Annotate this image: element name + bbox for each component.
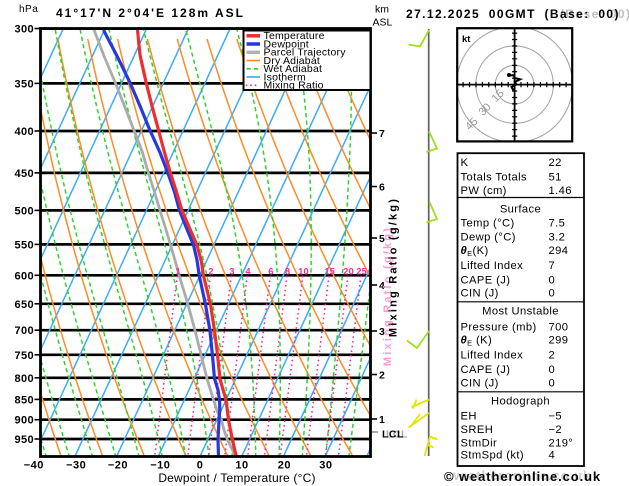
svg-text:Mixing Ratio (g/kg): Mixing Ratio (g/kg) bbox=[388, 197, 400, 337]
svg-text:7.5: 7.5 bbox=[549, 218, 566, 230]
svg-text:Hodograph: Hodograph bbox=[491, 396, 550, 408]
svg-text:Wet Adiabat: Wet Adiabat bbox=[264, 63, 323, 75]
svg-text:0: 0 bbox=[549, 274, 556, 286]
svg-text:Lifted Index: Lifted Index bbox=[461, 260, 524, 272]
svg-text:20: 20 bbox=[343, 266, 354, 276]
svg-text:Lifted Index: Lifted Index bbox=[461, 349, 524, 361]
svg-text:K: K bbox=[461, 157, 469, 169]
svg-text:CIN (J): CIN (J) bbox=[461, 378, 499, 390]
svg-text:−40: −40 bbox=[24, 460, 44, 472]
svg-text:219°: 219° bbox=[549, 437, 574, 449]
svg-text:2: 2 bbox=[379, 370, 385, 382]
svg-text:EH: EH bbox=[461, 410, 477, 422]
svg-text:Dewpoint: Dewpoint bbox=[264, 38, 309, 50]
svg-text:Mixing Ratio (g/kg): Mixing Ratio (g/kg) bbox=[382, 226, 394, 366]
svg-text:Dewp (°C): Dewp (°C) bbox=[461, 232, 516, 244]
svg-text:25: 25 bbox=[356, 266, 367, 276]
svg-text:750: 750 bbox=[14, 350, 34, 362]
svg-text:5: 5 bbox=[379, 233, 385, 245]
svg-text:kt: kt bbox=[462, 34, 471, 45]
svg-text:900: 900 bbox=[14, 415, 34, 427]
svg-text:Surface: Surface bbox=[500, 204, 541, 216]
svg-text:650: 650 bbox=[14, 299, 34, 311]
svg-text:3.2: 3.2 bbox=[549, 232, 566, 244]
svg-text:Temperature: Temperature bbox=[264, 30, 325, 42]
svg-text:LCL: LCL bbox=[382, 429, 404, 441]
svg-text:4: 4 bbox=[549, 449, 556, 461]
svg-text:Dry Adiabat: Dry Adiabat bbox=[264, 55, 320, 67]
svg-text:0: 0 bbox=[197, 460, 204, 472]
svg-text:Mixing Ratio: Mixing Ratio bbox=[264, 80, 324, 92]
svg-text:1.46: 1.46 bbox=[549, 185, 572, 197]
svg-text:3: 3 bbox=[379, 326, 385, 338]
svg-text:Isotherm: Isotherm bbox=[264, 72, 306, 84]
svg-text:51: 51 bbox=[549, 171, 562, 183]
svg-text:(Base: 00): (Base: 00) bbox=[560, 7, 629, 21]
svg-text:PW (cm): PW (cm) bbox=[461, 185, 507, 197]
svg-text:300: 300 bbox=[14, 24, 34, 36]
svg-text:Parcel Trajectory: Parcel Trajectory bbox=[264, 47, 347, 59]
svg-text:550: 550 bbox=[14, 239, 34, 251]
svg-text:ASL: ASL bbox=[373, 17, 393, 29]
svg-text:SREH: SREH bbox=[461, 424, 494, 436]
svg-text:6: 6 bbox=[268, 266, 273, 276]
svg-text:© weatheronline.co.uk: © weatheronline.co.uk bbox=[444, 469, 601, 484]
svg-text:hPa: hPa bbox=[19, 4, 38, 15]
svg-text:7: 7 bbox=[379, 128, 385, 140]
svg-text:400: 400 bbox=[14, 126, 34, 138]
svg-text:2: 2 bbox=[208, 266, 213, 276]
svg-text:350: 350 bbox=[14, 78, 34, 90]
svg-text:0: 0 bbox=[549, 378, 556, 390]
svg-text:LCL: LCL bbox=[386, 429, 408, 441]
svg-text:0: 0 bbox=[549, 288, 556, 300]
svg-text:0: 0 bbox=[549, 364, 556, 376]
svg-text:850: 850 bbox=[14, 394, 34, 406]
svg-text:800: 800 bbox=[14, 373, 34, 385]
svg-text:StmDir: StmDir bbox=[461, 437, 498, 449]
svg-text:Temp (°C): Temp (°C) bbox=[461, 218, 515, 230]
svg-text:θE (K): θE (K) bbox=[461, 335, 493, 348]
svg-text:CAPE (J): CAPE (J) bbox=[461, 274, 511, 286]
svg-text:−30: −30 bbox=[66, 460, 86, 472]
svg-text:41°17'N 2°04'E 128m ASL: 41°17'N 2°04'E 128m ASL bbox=[56, 6, 245, 20]
svg-text:700: 700 bbox=[14, 325, 34, 337]
svg-text:4: 4 bbox=[379, 280, 385, 292]
svg-text:450: 450 bbox=[14, 168, 34, 180]
svg-text:Pressure (mb): Pressure (mb) bbox=[461, 322, 537, 334]
svg-text:−5: −5 bbox=[549, 410, 563, 422]
svg-text:8: 8 bbox=[285, 266, 290, 276]
svg-text:299: 299 bbox=[549, 335, 569, 347]
svg-text:600: 600 bbox=[14, 270, 34, 282]
svg-text:10: 10 bbox=[298, 266, 309, 276]
svg-text:Dewpoint / Temperature (°C): Dewpoint / Temperature (°C) bbox=[158, 471, 315, 485]
svg-text:2: 2 bbox=[549, 349, 556, 361]
svg-text:weatheronline.co.uk: weatheronline.co.uk bbox=[448, 468, 591, 483]
svg-text:294: 294 bbox=[549, 245, 569, 257]
svg-text:700: 700 bbox=[549, 322, 569, 334]
svg-text:StmSpd (kt): StmSpd (kt) bbox=[461, 449, 524, 461]
svg-text:1: 1 bbox=[379, 414, 385, 426]
svg-text:6: 6 bbox=[379, 182, 385, 194]
svg-text:CIN (J): CIN (J) bbox=[461, 288, 499, 300]
svg-text:22: 22 bbox=[549, 157, 562, 169]
svg-text:−2: −2 bbox=[549, 424, 563, 436]
svg-text:CAPE (J): CAPE (J) bbox=[461, 364, 511, 376]
svg-text:950: 950 bbox=[14, 434, 34, 446]
svg-text:10: 10 bbox=[235, 460, 248, 472]
svg-text:1: 1 bbox=[175, 266, 180, 276]
svg-text:3: 3 bbox=[229, 266, 234, 276]
svg-text:20: 20 bbox=[278, 460, 291, 472]
svg-text:15: 15 bbox=[324, 266, 335, 276]
svg-text:−10: −10 bbox=[150, 460, 170, 472]
svg-text:Totals Totals: Totals Totals bbox=[461, 171, 528, 183]
svg-text:Most Unstable: Most Unstable bbox=[482, 305, 559, 317]
svg-text:7: 7 bbox=[549, 260, 556, 272]
svg-text:km: km bbox=[375, 4, 389, 16]
svg-text:500: 500 bbox=[14, 205, 34, 217]
svg-text:4: 4 bbox=[245, 266, 251, 276]
svg-text:27.12.2025 00GMT (Base: 00): 27.12.2025 00GMT (Base: 00) bbox=[406, 7, 620, 21]
svg-text:θE(K): θE(K) bbox=[461, 245, 489, 258]
svg-text:30: 30 bbox=[319, 460, 332, 472]
svg-text:−20: −20 bbox=[108, 460, 128, 472]
